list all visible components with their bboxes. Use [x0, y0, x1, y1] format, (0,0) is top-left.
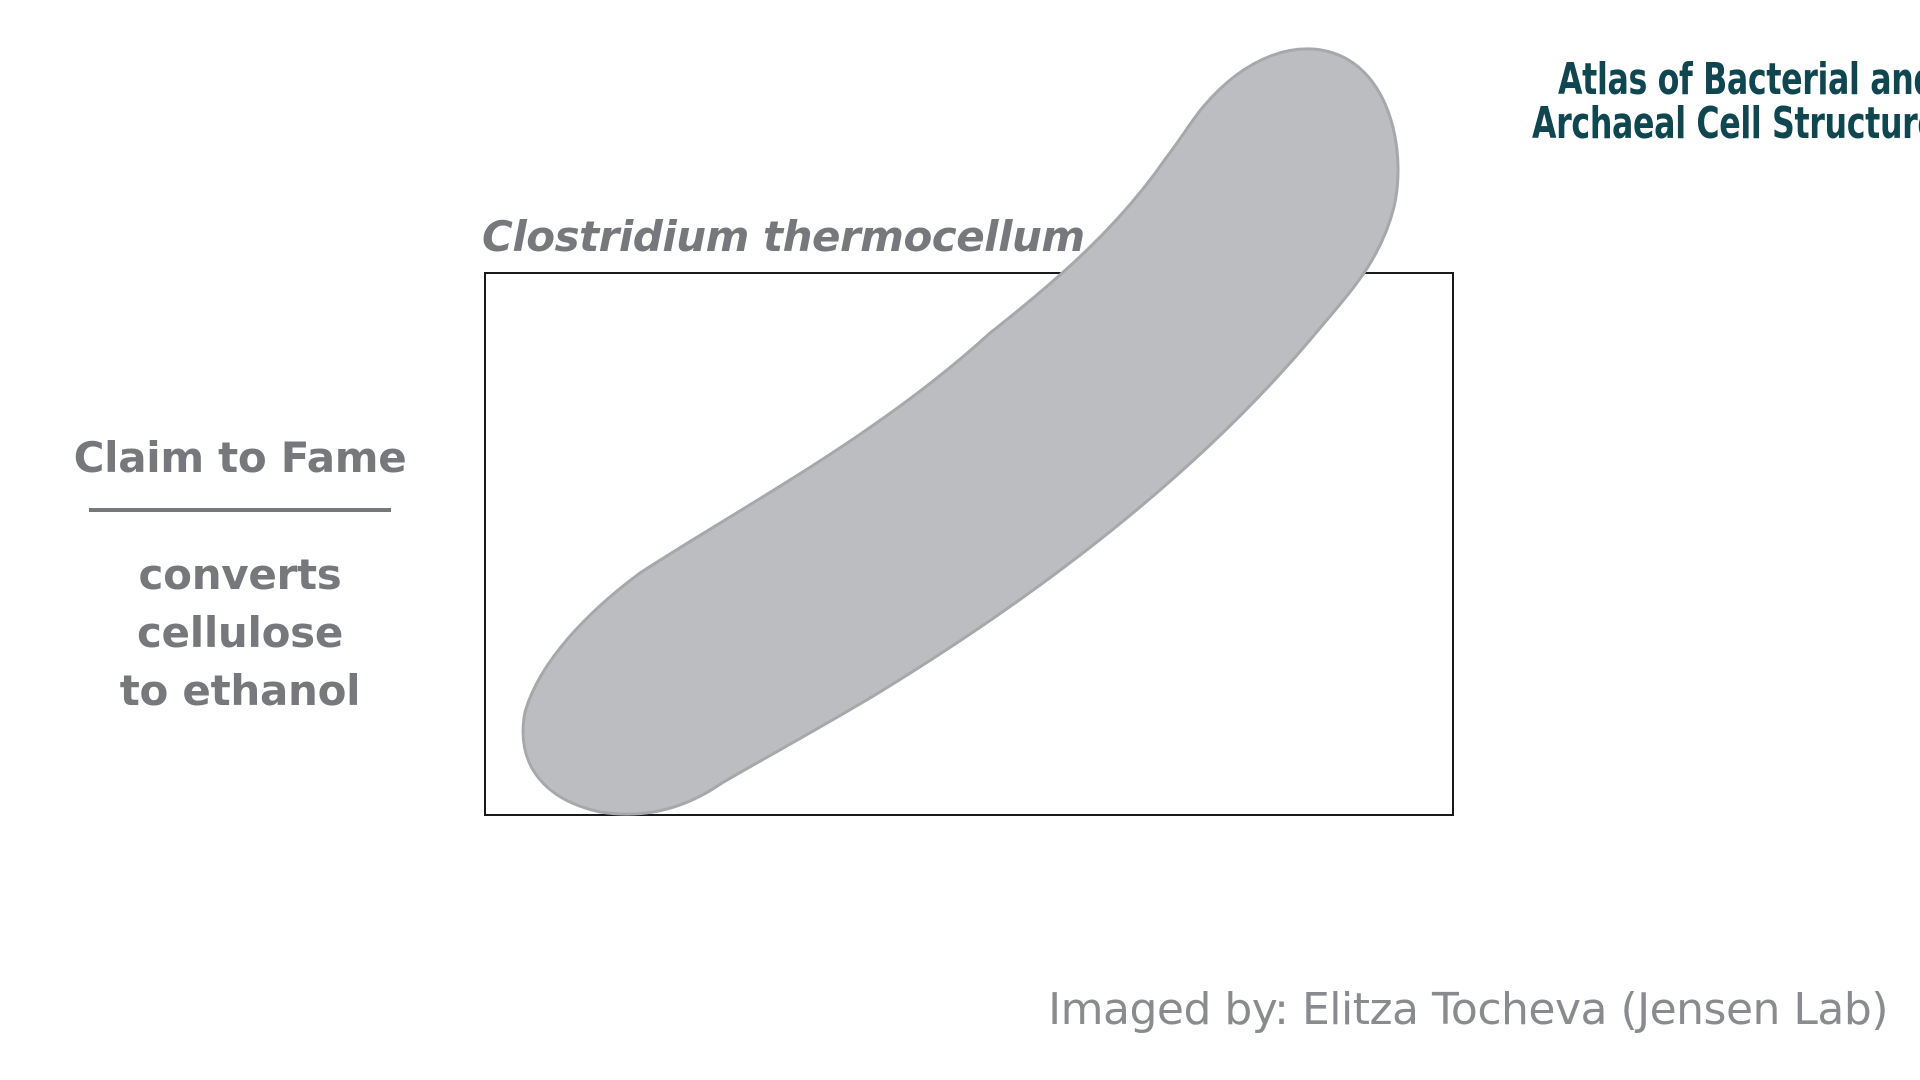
claim-divider	[89, 508, 391, 512]
image-credit: Imaged by: Elitza Tocheva (Jensen Lab)	[1048, 984, 1888, 1035]
claim-line-2: to ethanol	[119, 666, 361, 715]
logo-line-2: Archaeal Cell Structure	[1532, 98, 1920, 149]
atlas-logo: Atlas of Bacterial and Archaeal Cell Str…	[1520, 54, 1920, 149]
claim-line-1: converts cellulose	[136, 550, 344, 657]
logo-line-1: Atlas of Bacterial and	[1558, 54, 1920, 105]
claim-to-fame: Claim to Fame converts cellulose to etha…	[40, 430, 440, 720]
claim-heading: Claim to Fame	[73, 433, 407, 482]
species-title: Clostridium thermocellum	[482, 212, 1085, 261]
image-frame	[484, 272, 1454, 816]
